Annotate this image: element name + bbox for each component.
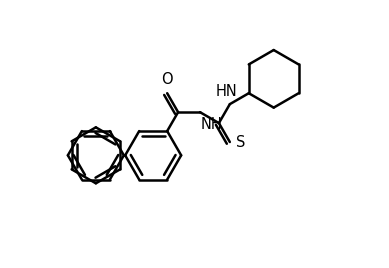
Text: S: S: [236, 135, 245, 150]
Text: O: O: [161, 72, 173, 87]
Text: HN: HN: [216, 84, 238, 99]
Text: NH: NH: [201, 117, 223, 132]
